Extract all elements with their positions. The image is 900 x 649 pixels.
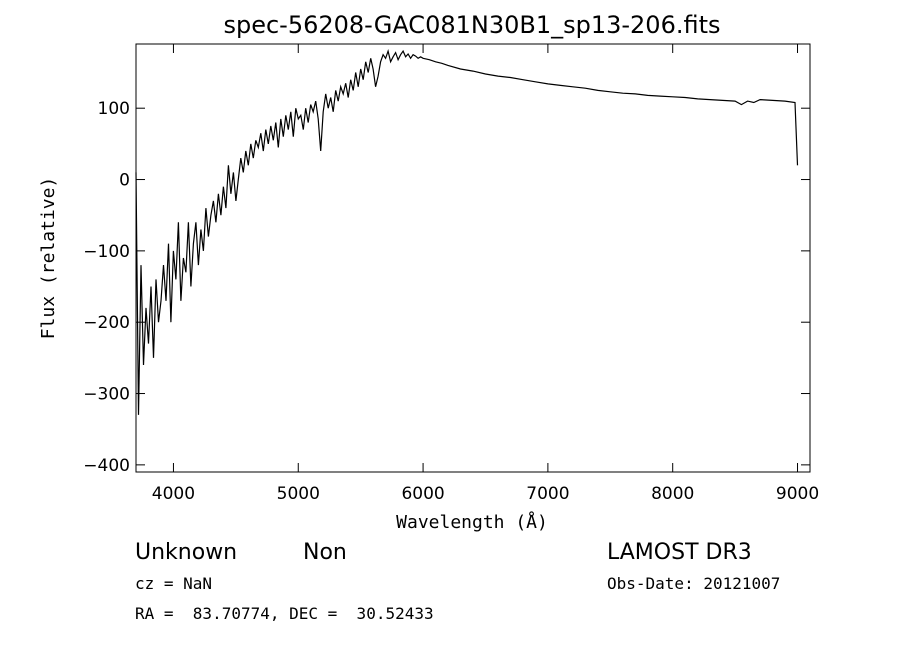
object-class: Unknown (135, 540, 237, 565)
y-axis: −400 −300 −200 −100 0 100 (83, 99, 810, 476)
x-tick-label: 7000 (526, 484, 569, 504)
y-tick-label: −300 (83, 385, 130, 405)
survey-name: LAMOST DR3 (607, 540, 752, 565)
x-tick-label: 6000 (401, 484, 444, 504)
chart-title: spec-56208-GAC081N30B1_sp13-206.fits (223, 11, 720, 39)
y-tick-label: −100 (83, 242, 130, 262)
y-tick-label: −200 (83, 313, 130, 333)
ra-dec-coords: RA = 83.70774, DEC = 30.52433 (135, 604, 434, 623)
object-subclass: Non (303, 540, 347, 565)
x-tick-label: 4000 (152, 484, 195, 504)
obs-date: Obs-Date: 20121007 (607, 574, 780, 593)
x-tick-label: 9000 (776, 484, 819, 504)
y-tick-label: 100 (98, 99, 130, 119)
redshift-cz: cz = NaN (135, 574, 212, 593)
y-axis-label: Flux (relative) (38, 177, 59, 340)
x-axis-label: Wavelength (Å) (396, 511, 548, 533)
plot-frame (135, 43, 811, 473)
spectrum-line (135, 48, 799, 415)
x-tick-label: 5000 (277, 484, 320, 504)
y-tick-label: −400 (83, 456, 130, 476)
y-tick-label: 0 (119, 171, 130, 191)
x-tick-label: 8000 (651, 484, 694, 504)
x-axis: 4000 5000 6000 7000 8000 9000 (152, 44, 819, 504)
